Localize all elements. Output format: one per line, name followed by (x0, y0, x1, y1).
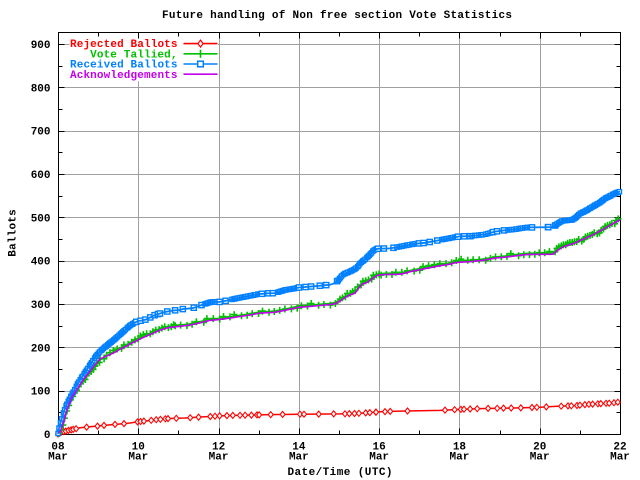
svg-text:300: 300 (31, 300, 51, 312)
svg-text:20: 20 (533, 442, 546, 454)
svg-text:Mar: Mar (369, 452, 389, 464)
svg-text:Mar: Mar (48, 452, 68, 464)
svg-text:Mar: Mar (289, 452, 309, 464)
svg-text:Date/Time (UTC): Date/Time (UTC) (288, 467, 393, 479)
svg-text:100: 100 (31, 387, 51, 399)
svg-text:10: 10 (132, 442, 145, 454)
svg-text:Mar: Mar (530, 452, 550, 464)
svg-text:08: 08 (51, 442, 65, 454)
svg-text:14: 14 (292, 442, 306, 454)
svg-text:Future handling of Non free se: Future handling of Non free section Vote… (162, 10, 512, 22)
svg-text:Received Ballots: Received Ballots (70, 60, 178, 72)
svg-text:900: 900 (31, 40, 51, 52)
svg-text:Vote Tallied,: Vote Tallied, (90, 49, 177, 61)
svg-text:Mar: Mar (128, 452, 148, 464)
svg-text:Mar: Mar (209, 452, 229, 464)
svg-text:400: 400 (31, 257, 51, 269)
svg-text:200: 200 (31, 343, 51, 355)
svg-text:22: 22 (613, 442, 626, 454)
svg-text:600: 600 (31, 170, 51, 182)
svg-text:12: 12 (212, 442, 225, 454)
svg-text:800: 800 (31, 83, 51, 95)
svg-text:Rejected Ballots: Rejected Ballots (70, 39, 178, 51)
svg-text:Ballots: Ballots (8, 209, 20, 257)
svg-text:700: 700 (31, 127, 51, 139)
svg-text:Acknowledgements: Acknowledgements (70, 70, 178, 82)
svg-text:16: 16 (373, 442, 386, 454)
svg-text:Mar: Mar (610, 452, 630, 464)
svg-text:0: 0 (44, 430, 51, 442)
svg-text:Mar: Mar (450, 452, 470, 464)
svg-text:18: 18 (453, 442, 467, 454)
svg-text:500: 500 (31, 213, 51, 225)
